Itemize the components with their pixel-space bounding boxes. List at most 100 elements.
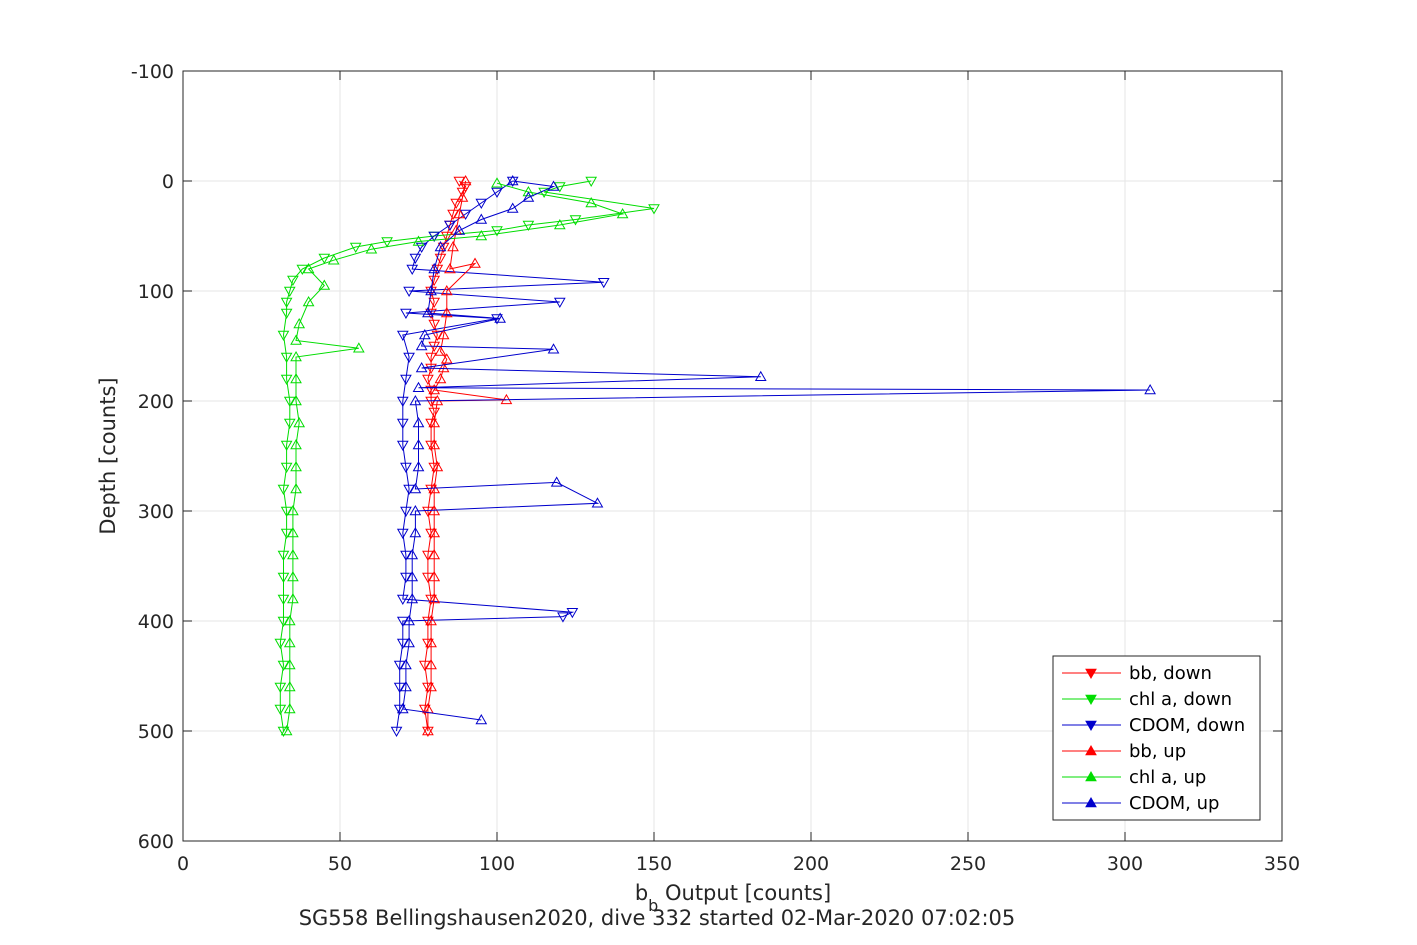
data-point (425, 528, 437, 540)
data-point (293, 317, 306, 329)
data-point (318, 253, 331, 265)
data-point (425, 484, 437, 496)
legend-entry: bb, down (1062, 663, 1212, 684)
data-point (494, 312, 507, 323)
data-point (428, 438, 441, 450)
data-point (418, 704, 431, 716)
data-point (475, 213, 488, 224)
data-point (440, 231, 453, 243)
data-point (547, 343, 560, 354)
data-point (396, 330, 409, 342)
series-chl-a-up (280, 177, 629, 736)
data-point (302, 295, 315, 307)
data-point (283, 418, 296, 430)
data-point (302, 262, 315, 274)
data-point (491, 187, 503, 199)
y-tick-label: 300 (138, 501, 174, 523)
data-point (396, 528, 409, 540)
data-point (425, 385, 437, 397)
data-point (585, 196, 598, 208)
data-point (425, 636, 437, 648)
data-point (290, 482, 302, 494)
x-tick-label: 200 (793, 853, 829, 875)
data-point (412, 438, 425, 450)
x-tick-label: 350 (1264, 853, 1300, 875)
legend-label: CDOM, down (1129, 715, 1245, 736)
x-axis-label-rest: Output [counts] (658, 881, 831, 905)
data-point (415, 242, 428, 254)
data-point (434, 372, 447, 384)
data-point (406, 570, 419, 582)
x-axis-label: bb Output [counts] (635, 881, 831, 915)
data-point (616, 207, 629, 219)
x-tick-label: 100 (479, 853, 515, 875)
legend-label: CDOM, up (1129, 793, 1219, 814)
data-point (585, 176, 598, 188)
data-point (428, 548, 441, 560)
data-point (425, 594, 437, 606)
x-tick-label: 50 (328, 853, 352, 875)
data-point (403, 636, 415, 648)
data-point (425, 352, 437, 364)
data-point (428, 592, 441, 604)
data-point (283, 286, 296, 298)
data-point (425, 614, 437, 626)
data-point (396, 440, 409, 452)
data-point (412, 381, 425, 393)
legend-entry: bb, up (1062, 741, 1186, 762)
data-point (400, 680, 412, 692)
legend-marker (1085, 720, 1097, 732)
x-axis-label-main: b (635, 881, 648, 905)
data-point (1144, 383, 1156, 395)
data-point (287, 548, 299, 560)
data-point (390, 726, 403, 738)
data-point (283, 702, 296, 714)
data-point (400, 374, 412, 386)
axes-box (182, 70, 1283, 842)
data-point (412, 416, 425, 428)
legend-entry: chl a, up (1062, 767, 1206, 788)
series-line (402, 180, 1151, 721)
data-point (425, 680, 437, 692)
series-cdom-up (396, 174, 1156, 725)
data-point (591, 497, 604, 508)
data-point (444, 220, 456, 232)
data-point (428, 262, 441, 274)
data-point (318, 279, 331, 290)
series-line (279, 180, 655, 732)
data-point (428, 297, 441, 309)
data-point (280, 462, 293, 474)
data-point (557, 612, 569, 623)
data-point (409, 526, 422, 538)
data-point (396, 702, 409, 714)
data-point (280, 308, 293, 320)
series-bb-down (418, 176, 472, 738)
data-point (293, 416, 306, 428)
x-tick-label: 300 (1107, 853, 1143, 875)
data-point (327, 254, 340, 265)
data-point (453, 207, 466, 219)
data-point (400, 308, 412, 320)
data-point (280, 440, 293, 452)
data-point (566, 607, 579, 619)
data-point (400, 506, 412, 518)
data-point (522, 185, 535, 197)
legend-marker (1085, 796, 1097, 808)
data-point (406, 592, 419, 604)
data-point (283, 680, 296, 692)
data-point (425, 440, 437, 452)
data-point (428, 275, 441, 287)
legend-label: chl a, down (1129, 689, 1232, 710)
data-point (412, 460, 425, 472)
data-point (393, 704, 406, 716)
axis-ticks: 0 50 100 150 200 250 300 350 -100 0 100 200 300 400 50… (131, 61, 1300, 875)
x-axis-label-sub: b (648, 896, 658, 915)
legend-marker (1085, 694, 1097, 706)
data-point (440, 284, 453, 296)
data-point (469, 257, 481, 268)
legend-label: bb, down (1129, 663, 1212, 684)
legend: bb, down chl a, down CDOM, down bb, up chl a… (1052, 655, 1261, 821)
data-point (522, 220, 535, 232)
y-tick-label: 600 (138, 831, 174, 853)
x-tick-label: 0 (177, 853, 189, 875)
